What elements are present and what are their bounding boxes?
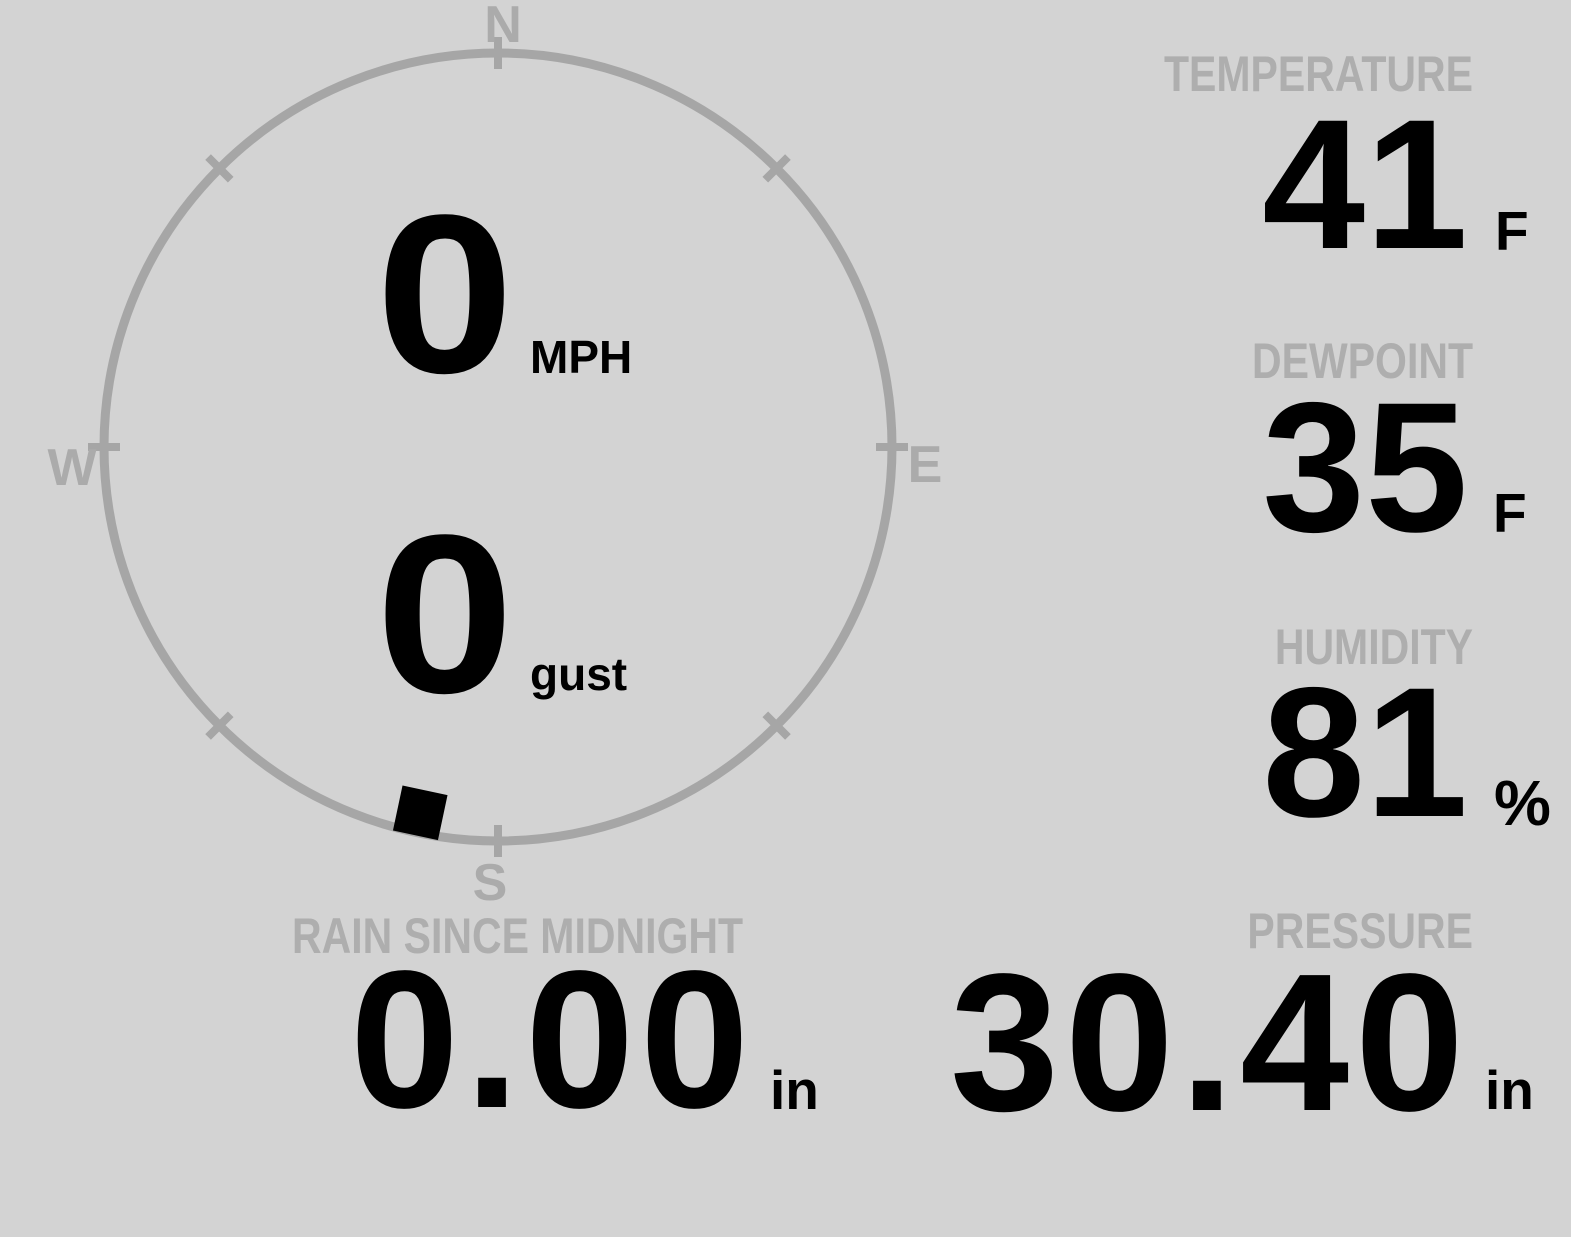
dewpoint-unit: F xyxy=(1493,482,1527,544)
pressure-unit: in xyxy=(1485,1059,1534,1121)
humidity-value: 81 xyxy=(1262,650,1468,856)
dewpoint-label: DEWPOINT xyxy=(1252,333,1473,389)
temperature-label: TEMPERATURE xyxy=(1163,46,1473,102)
rain-label: RAIN SINCE MIDNIGHT xyxy=(292,908,743,964)
compass-ticks xyxy=(88,37,908,857)
compass-label-east: E xyxy=(907,436,943,494)
pressure-value: 30.40 xyxy=(950,933,1470,1152)
rain-value: 0.00 xyxy=(350,930,755,1149)
temperature-value: 41 xyxy=(1262,82,1468,288)
compass-label-north: N xyxy=(484,0,522,54)
humidity-unit: % xyxy=(1494,767,1551,839)
pressure-label: PRESSURE xyxy=(1247,903,1473,959)
wind-gust-value: 0 xyxy=(375,487,514,740)
temperature-unit: F xyxy=(1495,200,1529,262)
rain-unit: in xyxy=(770,1059,819,1121)
compass-label-south: S xyxy=(472,854,508,912)
compass-label-west: W xyxy=(47,439,97,497)
humidity-label: HUMIDITY xyxy=(1274,619,1473,675)
dewpoint-value: 35 xyxy=(1262,365,1468,571)
wind-speed-unit: MPH xyxy=(530,331,633,383)
wind-speed-value: 0 xyxy=(375,167,514,420)
wind-gust-unit: gust xyxy=(530,648,628,700)
wind-compass xyxy=(88,37,908,857)
wind-direction-marker xyxy=(392,785,448,841)
